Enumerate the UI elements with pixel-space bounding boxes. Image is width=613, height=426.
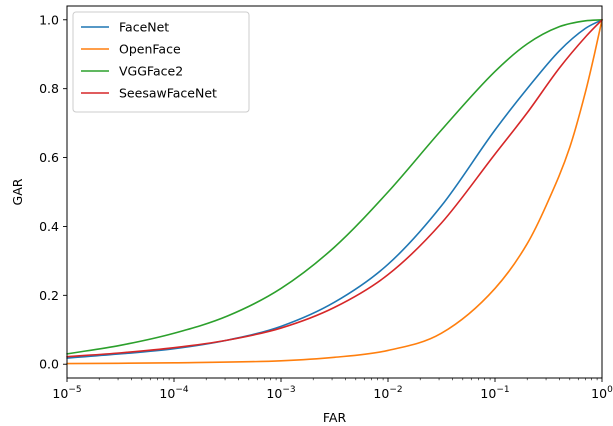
series-line-facenet bbox=[66, 18, 603, 359]
x-tick-label: 10−3 bbox=[266, 385, 295, 401]
x-tick-label: 10−4 bbox=[159, 385, 188, 401]
y-tick-label: 1.0 bbox=[39, 12, 59, 27]
legend-label-openface: OpenFace bbox=[119, 42, 181, 57]
series-lines bbox=[66, 18, 603, 365]
x-axis-ticks: 10−5 10−4 10−3 10−2 10−1 100 bbox=[52, 378, 613, 401]
plot-frame bbox=[66, 5, 603, 379]
legend: FaceNet OpenFace VGGFace2 SeesawFaceNet bbox=[72, 11, 250, 113]
y-axis-ticks: 0.0 0.2 0.4 0.6 0.8 1.0 bbox=[39, 12, 67, 372]
legend-box bbox=[72, 11, 250, 113]
series-line-vggface2 bbox=[66, 18, 603, 355]
y-tick-label: 0.4 bbox=[39, 219, 59, 234]
y-tick-label: 0.2 bbox=[39, 288, 59, 303]
legend-label-vggface2: VGGFace2 bbox=[119, 64, 183, 79]
x-tick-label: 10−1 bbox=[480, 385, 509, 401]
series-line-openface bbox=[66, 18, 603, 365]
y-tick-label: 0.6 bbox=[39, 150, 59, 165]
x-axis-label: FAR bbox=[323, 410, 347, 425]
y-tick-label: 0.0 bbox=[39, 357, 59, 372]
y-axis-label: GAR bbox=[10, 178, 25, 205]
x-tick-label: 10−2 bbox=[373, 385, 402, 401]
legend-label-seesawfacenet: SeesawFaceNet bbox=[119, 86, 217, 101]
legend-label-facenet: FaceNet bbox=[119, 20, 169, 35]
y-tick-label: 0.8 bbox=[39, 81, 59, 96]
series-line-seesawfacenet bbox=[66, 18, 603, 358]
x-tick-label: 10−5 bbox=[52, 385, 81, 401]
x-tick-label: 100 bbox=[591, 385, 613, 401]
